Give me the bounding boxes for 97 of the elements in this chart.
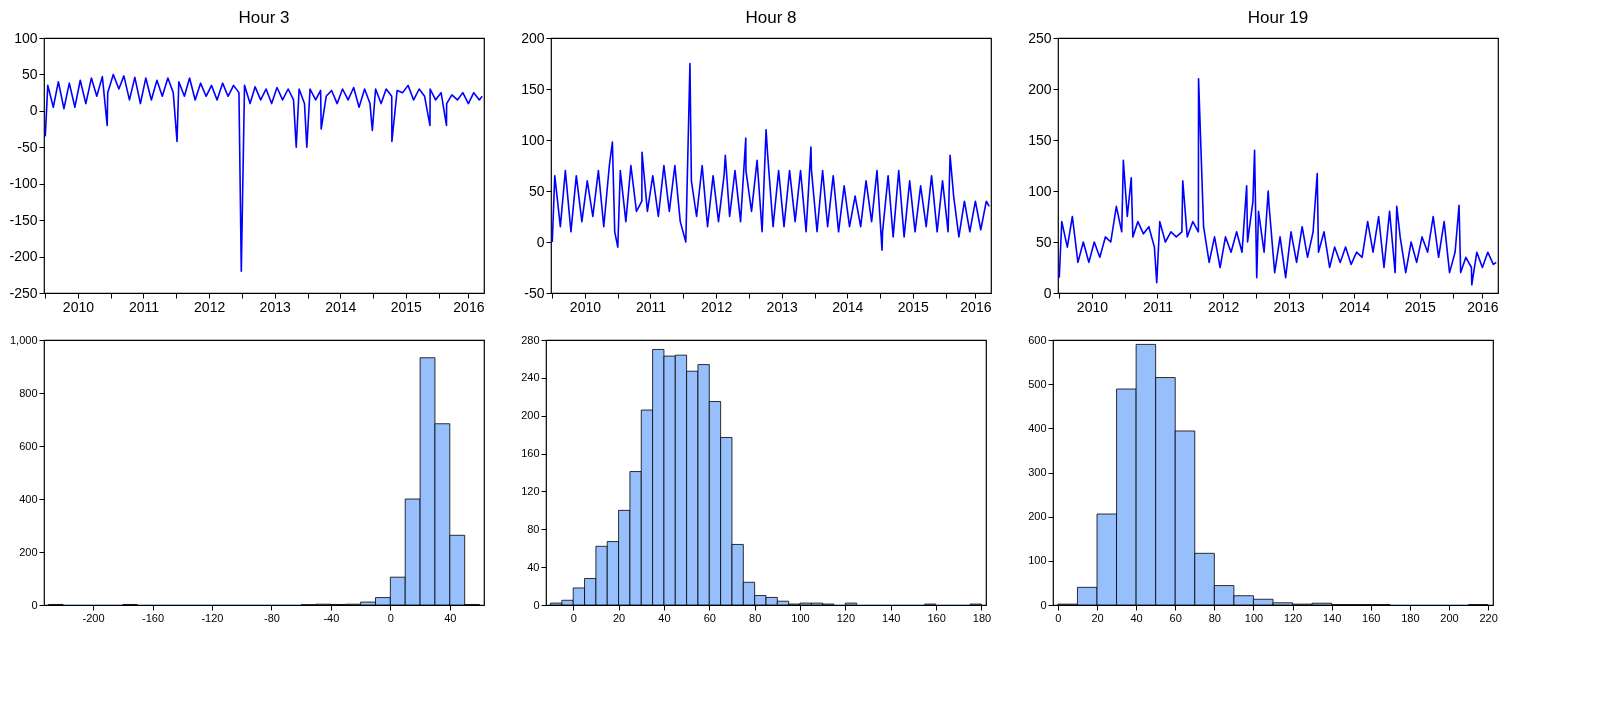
x-tick-label: 2011 [1142,298,1174,315]
x-tick-label: 160 [927,611,946,624]
y-tick-label: 200 [1028,510,1047,523]
x-tick-label: -40 [323,611,340,624]
x-tick-label: 2010 [569,298,602,315]
y-tick-label: 50 [21,65,38,82]
x-tick-label: -200 [82,611,105,624]
y-tick-label: 800 [19,386,38,399]
x-tick-label: 180 [1401,611,1420,624]
y-tick-label: 100 [1028,554,1047,567]
x-tick-label: 2013 [259,298,291,315]
y-tick-label: 280 [521,333,540,346]
chart-title: Hour 8 [745,8,797,27]
y-tick-label: 300 [1028,466,1047,478]
x-tick-label: 2014 [1339,298,1371,315]
y-tick-label: 100 [1028,182,1052,199]
y-tick-label: 100 [521,131,545,148]
y-tick-label: -150 [9,211,38,228]
x-tick-label: 20 [1091,611,1104,624]
x-tick-label: 20 [612,611,626,624]
y-tick-label: 500 [1028,377,1047,390]
x-tick-label: 2014 [325,298,357,315]
x-tick-label: 0 [387,611,394,624]
y-tick-label: 40 [527,560,540,573]
x-tick-label: -120 [201,611,224,624]
x-tick-label: 2012 [701,298,733,315]
chart-title: Hour 19 [1247,8,1309,27]
line-series [1058,78,1498,286]
y-tick-label: 250 [1028,29,1052,46]
x-tick-label: 200 [1440,611,1459,624]
x-tick-label: 220 [1479,611,1498,624]
y-tick-label: 50 [528,182,545,199]
x-tick-label: 2010 [1076,298,1109,315]
line-series [44,73,484,272]
chart-title: Hour 3 [238,8,290,27]
y-tick-label: 160 [521,447,540,460]
line-series [551,62,991,251]
x-tick-label: 60 [1169,611,1182,624]
x-tick-label: 2013 [1273,298,1305,315]
x-tick-label: 80 [1208,611,1221,624]
x-tick-label: 100 [1244,611,1264,624]
x-tick-label: 120 [836,611,856,624]
x-tick-label: 0 [1055,611,1062,624]
x-tick-label: 2011 [635,298,667,315]
y-tick-label: 400 [19,492,38,505]
y-tick-label: 200 [19,545,38,558]
x-tick-label: 2015 [897,298,930,315]
y-tick-label: 120 [521,484,540,497]
y-tick-label: 1,000 [9,333,38,346]
y-tick-label: 100 [14,29,38,46]
y-tick-label: 200 [1028,80,1052,97]
x-tick-label: 80 [749,611,762,624]
y-tick-label: 200 [521,29,545,46]
x-tick-label: 2012 [1208,298,1240,315]
x-tick-label: 2015 [1404,298,1437,315]
x-tick-label: 2016 [960,298,992,315]
y-tick-label: 400 [1028,421,1047,434]
y-tick-label: 0 [533,598,540,611]
y-tick-label: 0 [29,102,38,119]
x-tick-label: 140 [1322,611,1342,624]
y-tick-label: 0 [1043,284,1052,301]
x-tick-label: 40 [444,611,457,624]
y-tick-label: -200 [9,248,38,265]
x-tick-label: -80 [263,611,280,624]
x-tick-label: 2011 [128,298,160,315]
y-tick-label: 600 [19,439,38,452]
y-tick-label: 0 [536,233,545,250]
x-tick-label: 2013 [766,298,798,315]
y-tick-label: 0 [1040,598,1047,611]
x-tick-label: 100 [791,611,810,624]
y-tick-label: -50 [524,284,545,301]
y-tick-label: 600 [1028,333,1047,346]
x-tick-label: 160 [1362,611,1381,624]
x-tick-label: 2016 [453,298,485,315]
x-tick-label: 60 [703,611,716,624]
y-tick-label: 80 [527,522,540,535]
y-tick-label: 240 [521,371,540,384]
y-tick-label: -100 [9,175,38,192]
x-tick-label: 2016 [1467,298,1499,315]
y-tick-label: 150 [1028,131,1052,148]
x-tick-label: 2014 [832,298,864,315]
y-tick-label: 150 [521,80,545,97]
x-tick-label: 180 [972,611,992,624]
x-tick-label: 120 [1283,611,1303,624]
y-tick-label: 0 [31,598,38,611]
x-tick-label: 40 [1130,611,1143,624]
x-tick-label: 40 [658,611,671,624]
y-tick-label: -50 [17,138,38,155]
x-tick-label: 2010 [62,298,95,315]
x-tick-label: 0 [570,611,577,624]
y-tick-label: 50 [1035,233,1052,250]
x-tick-label: 2015 [390,298,423,315]
x-tick-label: 140 [882,611,901,624]
x-tick-label: -160 [142,611,165,624]
x-tick-label: 2012 [194,298,226,315]
y-tick-label: -250 [9,284,38,301]
y-tick-label: 200 [521,409,540,422]
